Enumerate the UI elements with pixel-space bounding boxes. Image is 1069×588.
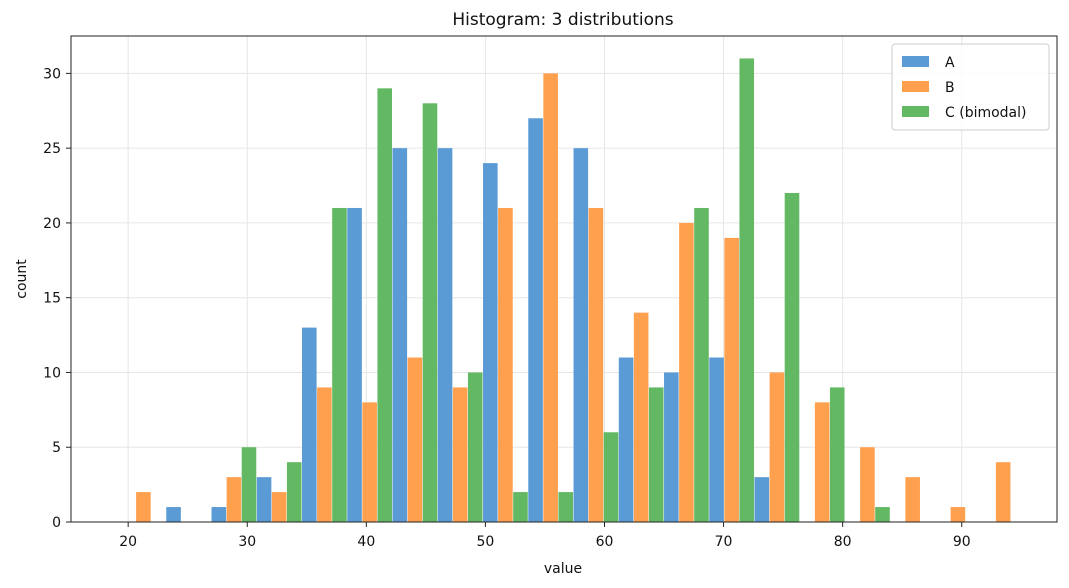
x-tick-label: 20 [119, 534, 137, 550]
bar-a [347, 207, 362, 522]
bar-a [664, 372, 679, 522]
chart-title: Histogram: 3 distributions [452, 10, 673, 30]
bar-a [483, 163, 498, 522]
bar-b [407, 357, 423, 522]
bar-b [226, 477, 242, 522]
y-tick-label: 15 [43, 291, 61, 307]
x-tick-label: 50 [476, 534, 494, 550]
bar-b [995, 462, 1011, 522]
x-axis-ticks: 20 30 40 50 60 70 80 90 [119, 522, 971, 550]
legend-swatch [902, 81, 929, 92]
bars [136, 58, 1011, 523]
y-axis-label: count [14, 259, 30, 299]
y-tick-label: 10 [43, 365, 61, 381]
bar-b [905, 477, 920, 522]
bar-b [588, 207, 604, 522]
bar-c [467, 372, 483, 522]
bar-a [573, 148, 589, 522]
bar-c [694, 207, 709, 522]
bar-c [829, 387, 845, 522]
bar-b [814, 402, 830, 522]
bar-a [437, 148, 453, 522]
bar-a [709, 357, 724, 522]
y-tick-label: 30 [43, 66, 61, 82]
bar-c [377, 88, 393, 522]
bar-b [860, 447, 875, 522]
x-tick-label: 30 [238, 534, 256, 550]
bar-b [769, 372, 785, 522]
x-tick-label: 70 [715, 534, 733, 550]
bar-a [528, 118, 543, 522]
legend-box [891, 43, 1050, 131]
legend-label: A [945, 55, 955, 71]
bar-a [166, 507, 181, 522]
bar-b [452, 387, 468, 522]
bar-b [679, 222, 694, 522]
bar-c [648, 387, 664, 522]
bar-b [950, 507, 966, 522]
legend-swatch [902, 56, 929, 67]
plot-frame [70, 35, 1058, 523]
bar-c [513, 492, 528, 522]
y-tick-label: 5 [52, 440, 61, 456]
bar-a [618, 357, 634, 522]
bar-a [302, 327, 317, 522]
bar-c [875, 507, 890, 522]
bar-c [241, 447, 257, 522]
bar-c [332, 207, 347, 522]
bar-c [558, 492, 574, 522]
bar-b [362, 402, 377, 522]
bar-a [754, 477, 770, 522]
bar-c [784, 193, 800, 522]
legend-swatch [902, 106, 929, 117]
bar-b [498, 207, 513, 522]
bar-c [286, 462, 302, 522]
bar-b [271, 492, 287, 522]
x-tick-label: 40 [357, 534, 375, 550]
bar-b [724, 237, 739, 522]
bar-a [211, 507, 227, 522]
y-axis-ticks: 0 5 10 15 20 25 30 [43, 66, 71, 531]
x-tick-label: 90 [953, 534, 971, 550]
x-tick-label: 80 [834, 534, 852, 550]
legend-label: C (bimodal) [945, 105, 1026, 121]
legend: AB C (bimodal) [891, 43, 1050, 131]
bar-a [256, 477, 272, 522]
bar-c [603, 432, 619, 522]
y-tick-label: 0 [52, 515, 61, 531]
bar-c [739, 58, 755, 522]
bar-a [392, 148, 408, 522]
bar-b [317, 387, 332, 522]
legend-label: B [945, 80, 955, 96]
bar-b [543, 73, 558, 522]
x-axis-label: value [544, 561, 582, 577]
bar-c [422, 103, 438, 523]
grid [71, 36, 1057, 523]
bar-b [136, 492, 151, 522]
y-tick-label: 25 [43, 141, 61, 157]
x-tick-label: 60 [596, 534, 614, 550]
bar-b [633, 312, 649, 522]
y-tick-label: 20 [43, 216, 61, 232]
